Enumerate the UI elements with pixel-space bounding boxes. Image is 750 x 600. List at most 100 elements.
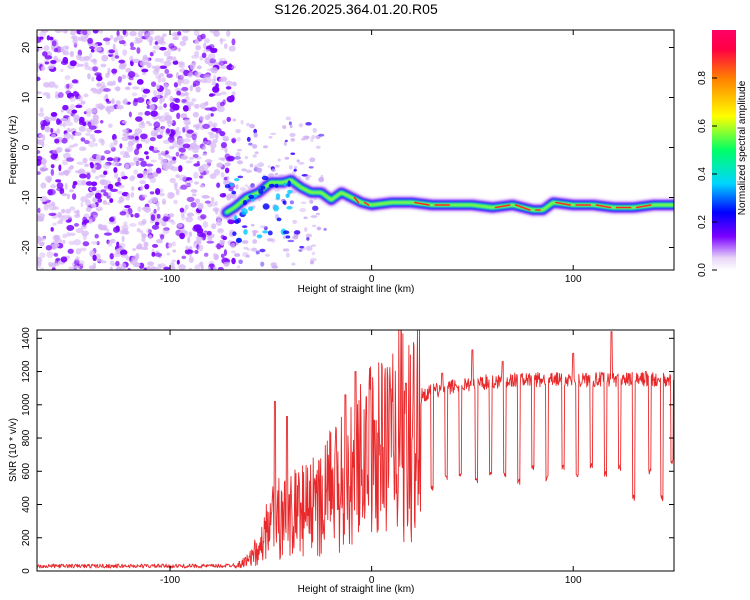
noise-speckle — [154, 57, 162, 62]
noise-speckle — [112, 226, 120, 233]
noise-speckle — [121, 74, 127, 80]
noise-speckle — [84, 163, 90, 167]
noise-speckle — [115, 100, 121, 106]
spectrogram-xtick-label: 100 — [565, 274, 582, 285]
noise-speckle — [80, 196, 88, 203]
noise-speckle — [113, 166, 118, 174]
transition-speckle — [251, 247, 258, 252]
noise-speckle — [153, 146, 158, 151]
transition-speckle — [289, 125, 293, 129]
noise-speckle — [56, 220, 61, 224]
noise-speckle — [131, 186, 135, 192]
noise-speckle — [172, 156, 177, 161]
noise-speckle — [159, 57, 164, 64]
colorbar-label: Normalized spectral amplitude — [737, 80, 748, 215]
noise-speckle — [225, 80, 234, 87]
onset-blob — [261, 175, 269, 181]
noise-speckle — [91, 119, 99, 125]
transition-speckle — [298, 249, 303, 252]
noise-speckle — [151, 224, 160, 230]
onset-blob — [235, 237, 242, 244]
noise-speckle — [53, 243, 60, 248]
noise-speckle — [133, 169, 139, 175]
transition-speckle — [245, 122, 250, 127]
noise-speckle — [197, 202, 204, 210]
noise-speckle — [207, 131, 214, 135]
noise-speckle — [82, 216, 87, 223]
noise-speckle — [194, 40, 200, 45]
noise-speckle — [152, 243, 159, 248]
noise-speckle — [207, 53, 216, 60]
noise-speckle — [161, 126, 165, 134]
noise-speckle — [66, 231, 71, 238]
noise-speckle — [188, 267, 193, 270]
noise-speckle — [135, 116, 143, 122]
transition-speckle — [285, 116, 292, 121]
noise-speckle — [151, 197, 158, 204]
noise-speckle — [173, 199, 178, 205]
noise-speckle — [196, 65, 202, 70]
noise-speckle — [135, 37, 143, 44]
noise-speckle — [50, 168, 55, 176]
noise-speckle — [61, 193, 68, 197]
noise-speckle — [164, 154, 171, 158]
onset-blob — [286, 205, 293, 210]
noise-speckle — [142, 54, 148, 61]
noise-speckle — [50, 133, 57, 138]
transition-speckle — [311, 244, 317, 247]
transition-speckle — [244, 155, 249, 160]
spectrogram-ylabel: Frequency (Hz) — [8, 116, 19, 185]
noise-speckle — [46, 251, 54, 258]
noise-speckle — [129, 222, 137, 227]
noise-speckle — [75, 227, 84, 234]
noise-speckle — [168, 213, 175, 218]
noise-speckle — [115, 86, 121, 92]
noise-speckle — [104, 150, 111, 155]
transition-speckle — [240, 119, 244, 125]
transition-speckle — [290, 138, 295, 142]
noise-speckle — [81, 230, 90, 237]
noise-speckle — [107, 123, 113, 128]
noise-speckle — [111, 54, 116, 62]
noise-speckle — [99, 105, 104, 111]
noise-speckle — [119, 229, 125, 235]
noise-speckle — [226, 195, 232, 201]
noise-speckle — [161, 77, 166, 83]
onset-blob — [276, 217, 282, 222]
noise-speckle — [210, 147, 215, 154]
noise-speckle — [78, 63, 85, 67]
noise-speckle — [224, 43, 228, 50]
noise-speckle — [94, 192, 102, 199]
noise-speckle — [78, 168, 86, 176]
noise-speckle — [156, 84, 160, 90]
noise-speckle — [106, 105, 110, 111]
noise-speckle — [44, 55, 53, 60]
noise-speckle — [103, 232, 112, 236]
transition-speckle — [271, 168, 276, 173]
noise-speckle — [193, 30, 200, 36]
noise-speckle — [50, 127, 54, 133]
noise-speckle — [87, 218, 93, 224]
ridge-peak — [353, 196, 360, 204]
noise-speckle — [167, 120, 172, 128]
ridge-peak — [414, 201, 430, 206]
transition-speckle — [309, 199, 314, 204]
noise-speckle — [79, 173, 87, 179]
noise-speckle — [183, 138, 192, 143]
noise-speckle — [61, 216, 67, 221]
noise-speckle — [202, 220, 209, 228]
noise-speckle — [141, 237, 146, 243]
noise-speckle — [83, 140, 90, 145]
snr-ytick-label: 1200 — [21, 360, 32, 383]
noise-speckle — [227, 155, 235, 162]
noise-speckle — [140, 246, 149, 251]
noise-speckle — [194, 264, 201, 270]
noise-speckle — [66, 83, 70, 89]
noise-speckle — [37, 171, 41, 175]
noise-speckle — [177, 31, 182, 36]
transition-speckle — [251, 230, 259, 234]
noise-speckle — [170, 220, 176, 225]
transition-speckle — [291, 262, 296, 266]
noise-speckle — [80, 224, 88, 230]
